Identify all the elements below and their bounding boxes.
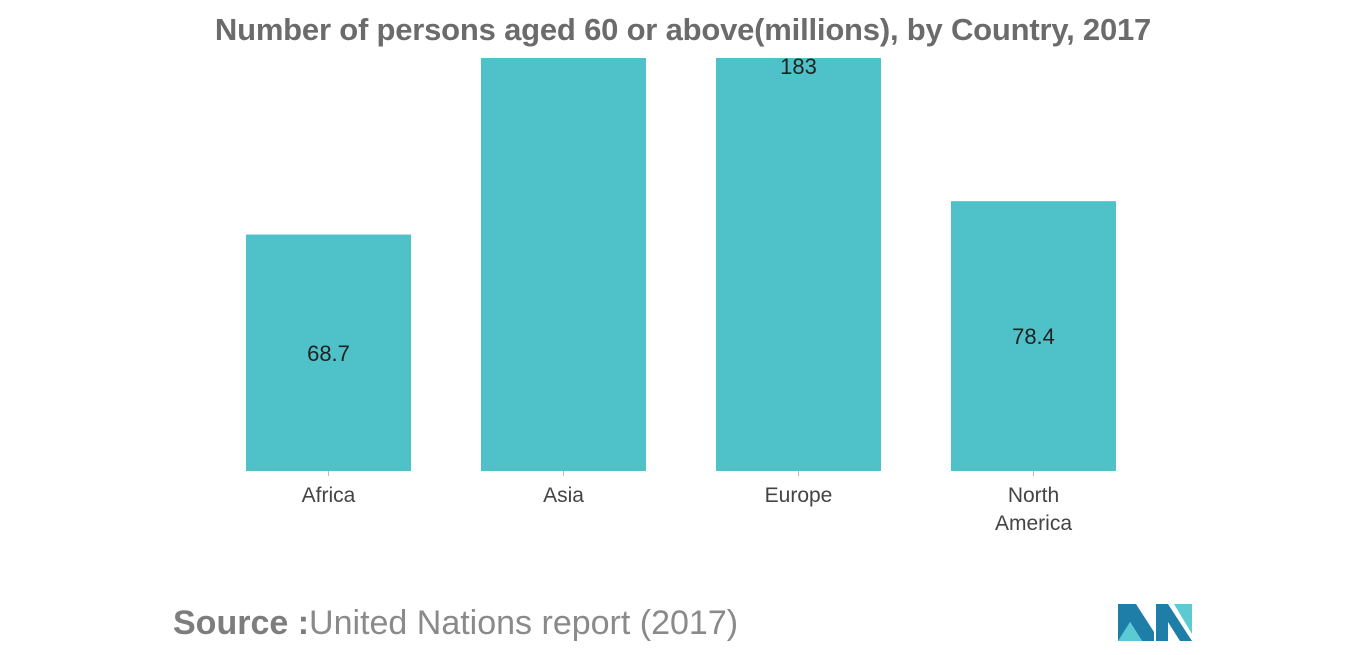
- x-tick-label-asia: Asia: [543, 484, 584, 507]
- bars-layer: [246, 58, 1116, 471]
- source-label: Source :: [173, 604, 310, 642]
- source-text: United Nations report (2017): [309, 604, 739, 642]
- x-tick-label-north-america: North America: [995, 484, 1072, 535]
- bar-europe: [716, 58, 881, 471]
- logo-middle-shape: [1118, 622, 1142, 641]
- bar-chart: 68.7 183 78.4 Africa Asia Europe North America: [246, 54, 1116, 535]
- data-label-north-america: 78.4: [1012, 324, 1055, 349]
- data-label-europe: 183: [780, 54, 817, 79]
- bar-africa: [246, 234, 411, 471]
- source-note: Source :United Nations report (2017): [173, 604, 738, 643]
- x-tick-label-africa: Africa: [302, 484, 356, 507]
- logo-right-accent: [1174, 604, 1192, 634]
- x-axis-ticks: Africa Asia Europe North America: [302, 471, 1072, 535]
- logo-right-shape: [1156, 604, 1192, 641]
- mordor-intelligence-logo-icon: [1118, 604, 1192, 641]
- bar-north-america: [951, 201, 1116, 471]
- data-labels-layer: 68.7 183 78.4: [307, 54, 1055, 366]
- x-tick-label-europe: Europe: [765, 484, 833, 507]
- data-label-africa: 68.7: [307, 341, 350, 366]
- chart-title: Number of persons aged 60 or above(milli…: [214, 12, 1152, 47]
- bar-asia: [481, 58, 646, 471]
